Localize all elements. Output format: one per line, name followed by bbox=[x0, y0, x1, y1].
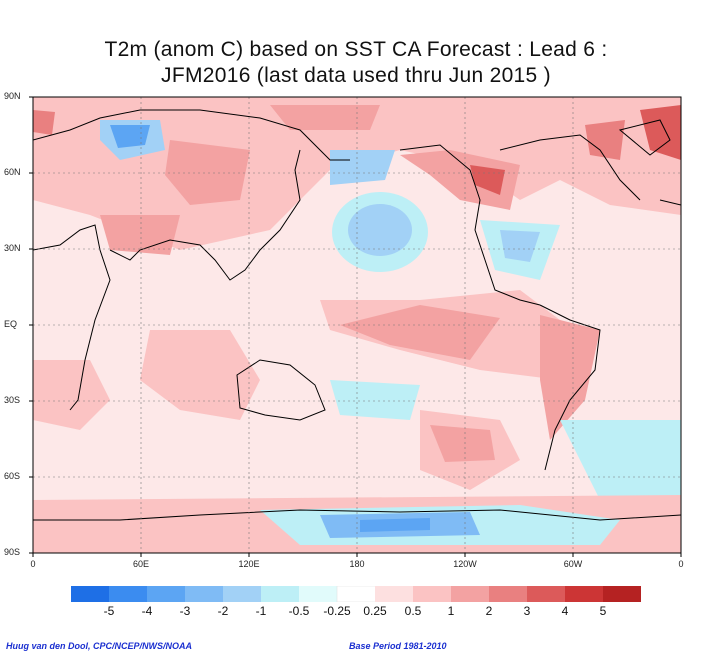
colorbar bbox=[71, 586, 641, 602]
colorbar-label: 1 bbox=[447, 604, 455, 618]
colorbar-swatch bbox=[147, 586, 186, 602]
cold-anomaly-region bbox=[110, 125, 150, 148]
colorbar-swatch bbox=[451, 586, 490, 602]
colorbar-label: -3 bbox=[179, 604, 191, 618]
cold-anomaly-region bbox=[330, 150, 395, 185]
colorbar-swatch bbox=[185, 586, 224, 602]
colorbar-swatch bbox=[375, 586, 414, 602]
colorbar-label: 5 bbox=[599, 604, 607, 618]
lat-label: EQ bbox=[4, 319, 18, 329]
footer-base-period: Base Period 1981-2010 bbox=[349, 641, 447, 651]
colorbar-swatch bbox=[71, 586, 110, 602]
lon-label: 0 bbox=[678, 559, 684, 569]
colorbar-swatch bbox=[261, 586, 300, 602]
cold-anomaly-region bbox=[348, 204, 412, 256]
lat-label: 90N bbox=[4, 91, 21, 101]
colorbar-swatch bbox=[489, 586, 528, 602]
colorbar-label: -4 bbox=[141, 604, 153, 618]
strong-warm-anomaly bbox=[470, 165, 505, 195]
warm-anomaly-region bbox=[33, 97, 681, 250]
warm-anomaly-region bbox=[140, 330, 260, 420]
coastlines bbox=[33, 109, 681, 521]
warm-anomaly-region bbox=[100, 215, 180, 255]
warm-anomaly-region bbox=[430, 425, 495, 462]
colorbar-swatch bbox=[336, 586, 376, 602]
lat-label: 30S bbox=[4, 395, 21, 405]
colorbar-swatch bbox=[299, 586, 338, 602]
footer-credit: Huug van den Dool, CPC/NCEP/NWS/NOAA bbox=[6, 641, 193, 651]
colorbar-swatch bbox=[565, 586, 604, 602]
warm-anomaly-region bbox=[540, 315, 600, 440]
strong-warm-anomaly bbox=[33, 110, 55, 135]
lat-label: 30N bbox=[4, 243, 21, 253]
lat-label: 60S bbox=[4, 471, 21, 481]
lon-label: 120E bbox=[238, 559, 260, 569]
lat-label: 60N bbox=[4, 167, 21, 177]
lon-label: 60W bbox=[563, 559, 583, 569]
colorbar-label: 4 bbox=[561, 604, 569, 618]
colorbar-label: -5 bbox=[103, 604, 115, 618]
chart-title-line1: T2m (anom C) based on SST CA Forecast : … bbox=[104, 38, 608, 61]
colorbar-label: 3 bbox=[523, 604, 531, 618]
warm-anomaly-region bbox=[340, 305, 500, 360]
strong-warm-anomaly bbox=[640, 105, 681, 160]
colorbar-label: -0.25 bbox=[323, 604, 351, 618]
colorbar-label: -1 bbox=[255, 604, 267, 618]
cold-anomaly-region bbox=[500, 230, 540, 262]
colorbar-label: -2 bbox=[217, 604, 229, 618]
warm-anomaly-region bbox=[165, 140, 250, 205]
colorbar-swatch bbox=[527, 586, 566, 602]
warm-anomaly-region bbox=[270, 105, 380, 130]
colorbar-label: 0.25 bbox=[363, 604, 387, 618]
strong-warm-anomaly bbox=[585, 120, 625, 160]
colorbar-label: 0.5 bbox=[404, 604, 422, 618]
lon-label: 60E bbox=[132, 559, 150, 569]
cold-anomaly-region bbox=[560, 420, 681, 500]
warm-anomaly-region bbox=[33, 360, 110, 430]
lon-label: 120W bbox=[453, 559, 477, 569]
colorbar-swatch bbox=[603, 586, 641, 602]
cold-anomaly-region bbox=[360, 518, 430, 532]
colorbar-swatch bbox=[413, 586, 452, 602]
lon-label: 0 bbox=[30, 559, 36, 569]
warm-anomaly-region bbox=[400, 150, 520, 210]
lat-label: 90S bbox=[4, 547, 21, 557]
chart-title-line2: JFM2016 (last data used thru Jun 2015 ) bbox=[161, 64, 551, 87]
colorbar-swatch bbox=[223, 586, 262, 602]
lon-label: 180 bbox=[349, 559, 365, 569]
graticule bbox=[33, 97, 681, 553]
colorbar-swatch bbox=[109, 586, 148, 602]
colorbar-label: 2 bbox=[485, 604, 493, 618]
colorbar-label: -0.5 bbox=[288, 604, 310, 618]
cold-anomaly-region bbox=[330, 380, 420, 420]
